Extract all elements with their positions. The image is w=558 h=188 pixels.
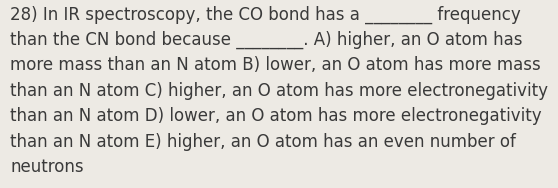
Text: than an N atom C) higher, an O atom has more electronegativity: than an N atom C) higher, an O atom has …	[10, 82, 548, 100]
Text: neutrons: neutrons	[10, 158, 84, 176]
Text: than an N atom E) higher, an O atom has an even number of: than an N atom E) higher, an O atom has …	[10, 133, 516, 151]
Text: than an N atom D) lower, an O atom has more electronegativity: than an N atom D) lower, an O atom has m…	[10, 107, 542, 125]
Text: than the CN bond because ________. A) higher, an O atom has: than the CN bond because ________. A) hi…	[10, 31, 522, 49]
Text: 28) In IR spectroscopy, the CO bond has a ________ frequency: 28) In IR spectroscopy, the CO bond has …	[10, 6, 521, 24]
Text: more mass than an N atom B) lower, an O atom has more mass: more mass than an N atom B) lower, an O …	[10, 56, 541, 74]
